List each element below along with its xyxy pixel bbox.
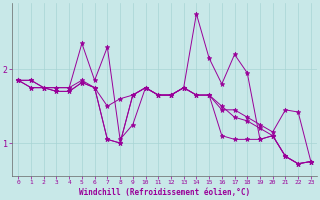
X-axis label: Windchill (Refroidissement éolien,°C): Windchill (Refroidissement éolien,°C) xyxy=(79,188,250,197)
